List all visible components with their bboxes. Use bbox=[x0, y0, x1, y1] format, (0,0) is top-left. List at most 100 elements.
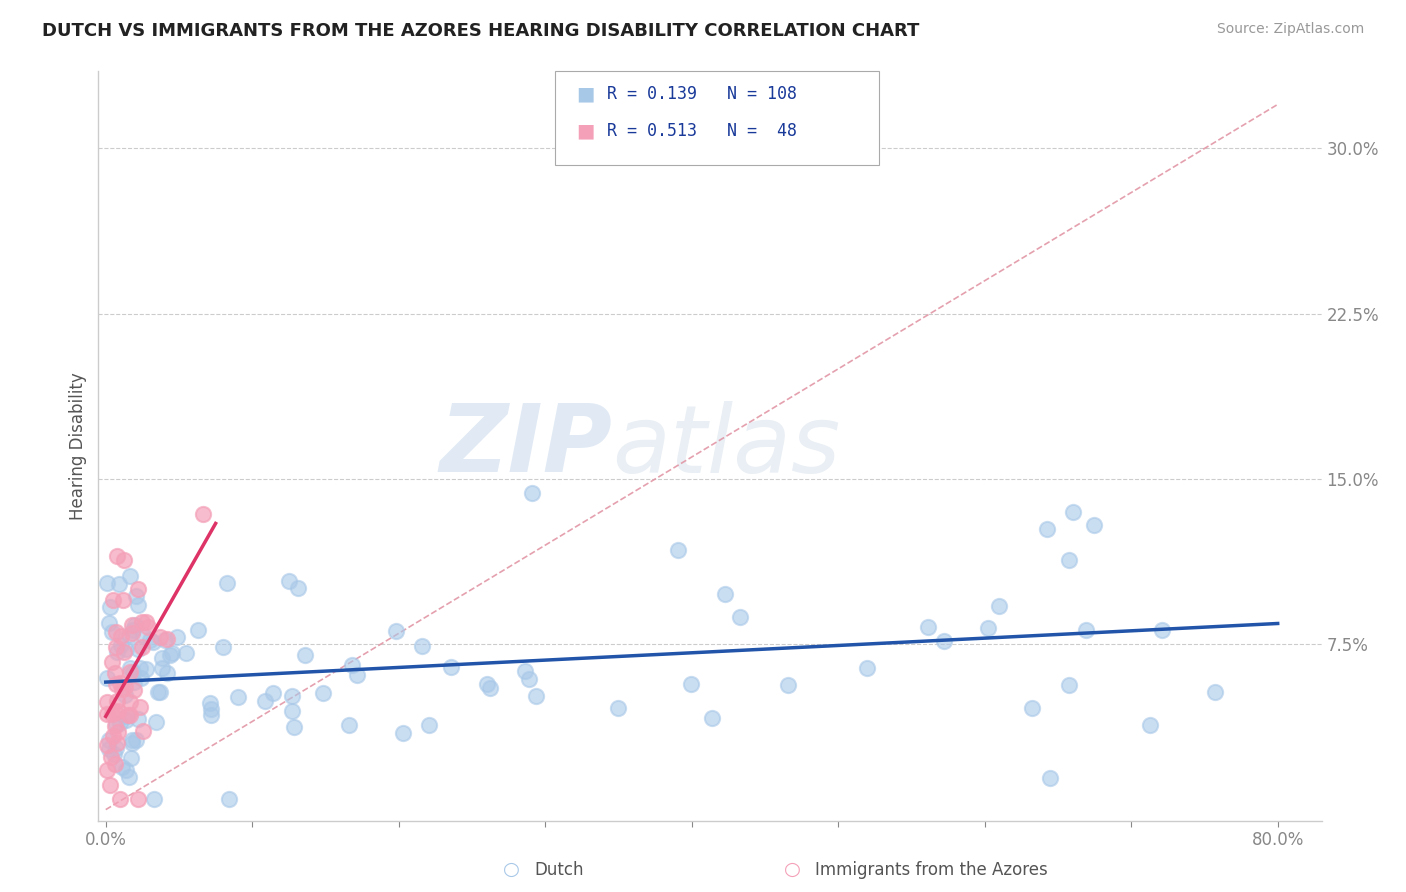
Point bbox=[121, 736, 143, 750]
Point bbox=[294, 648, 316, 662]
Point bbox=[159, 648, 181, 662]
Point bbox=[120, 665, 142, 679]
Text: Immigrants from the Azores: Immigrants from the Azores bbox=[815, 861, 1049, 879]
Point bbox=[1139, 718, 1161, 732]
Point bbox=[166, 630, 188, 644]
Point bbox=[112, 553, 135, 567]
Point bbox=[108, 577, 131, 591]
Y-axis label: Hearing Disability: Hearing Disability bbox=[69, 372, 87, 520]
Point bbox=[1062, 505, 1084, 519]
Point bbox=[145, 714, 167, 729]
Point bbox=[1059, 678, 1081, 692]
Point bbox=[125, 733, 148, 747]
Point bbox=[522, 486, 544, 500]
Point bbox=[127, 582, 149, 596]
Text: DUTCH VS IMMIGRANTS FROM THE AZORES HEARING DISABILITY CORRELATION CHART: DUTCH VS IMMIGRANTS FROM THE AZORES HEAR… bbox=[42, 22, 920, 40]
Point bbox=[110, 638, 132, 652]
Point bbox=[125, 589, 148, 603]
Point bbox=[1204, 685, 1226, 699]
Point bbox=[283, 720, 305, 734]
Point bbox=[513, 664, 536, 678]
Point bbox=[118, 770, 141, 784]
Point bbox=[700, 711, 723, 725]
Point bbox=[346, 667, 368, 681]
Point bbox=[156, 666, 179, 681]
Text: ZIP: ZIP bbox=[439, 400, 612, 492]
Point bbox=[121, 626, 143, 640]
Point bbox=[200, 708, 222, 723]
Point bbox=[218, 791, 240, 805]
Point bbox=[118, 628, 141, 642]
Point bbox=[440, 659, 463, 673]
Point bbox=[287, 581, 309, 595]
Point bbox=[107, 724, 129, 739]
Point bbox=[112, 593, 135, 607]
Point bbox=[856, 661, 879, 675]
Point bbox=[150, 661, 173, 675]
Point bbox=[129, 700, 152, 714]
Point bbox=[96, 695, 118, 709]
Point bbox=[103, 666, 125, 681]
Point bbox=[281, 690, 304, 704]
Text: ■: ■ bbox=[576, 84, 595, 103]
Point bbox=[136, 620, 159, 634]
Point bbox=[517, 673, 540, 687]
Point bbox=[149, 685, 172, 699]
Point bbox=[212, 640, 235, 654]
Point bbox=[122, 683, 145, 698]
Point bbox=[174, 646, 197, 660]
Point bbox=[103, 747, 125, 761]
Point bbox=[150, 650, 173, 665]
Point bbox=[121, 618, 143, 632]
Point bbox=[96, 738, 118, 752]
Point bbox=[111, 760, 134, 774]
Point bbox=[156, 632, 179, 646]
Point bbox=[776, 678, 799, 692]
Point bbox=[193, 507, 215, 521]
Point bbox=[98, 615, 121, 630]
Point bbox=[115, 763, 138, 777]
Point bbox=[120, 751, 142, 765]
Point bbox=[131, 640, 153, 655]
Point bbox=[105, 640, 128, 654]
Point bbox=[121, 624, 143, 638]
Point bbox=[411, 640, 433, 654]
Point bbox=[127, 599, 149, 613]
Point bbox=[226, 690, 249, 705]
Point bbox=[187, 624, 209, 638]
Point bbox=[934, 634, 956, 648]
Point bbox=[101, 706, 124, 721]
Point bbox=[385, 624, 408, 638]
Point bbox=[127, 712, 149, 726]
Point bbox=[105, 694, 128, 708]
Point bbox=[96, 671, 118, 685]
Point bbox=[977, 621, 1000, 635]
Point bbox=[104, 676, 127, 690]
Point bbox=[1083, 517, 1105, 532]
Point bbox=[105, 645, 128, 659]
Point bbox=[101, 624, 124, 639]
Text: Source: ZipAtlas.com: Source: ZipAtlas.com bbox=[1216, 22, 1364, 37]
Text: ○: ○ bbox=[785, 860, 801, 880]
Point bbox=[131, 615, 153, 630]
Point bbox=[114, 680, 136, 694]
Point bbox=[114, 713, 136, 727]
Point bbox=[131, 723, 153, 738]
Point bbox=[104, 705, 127, 719]
Point bbox=[340, 657, 363, 672]
Point bbox=[107, 704, 129, 718]
Point bbox=[162, 646, 184, 660]
Point bbox=[139, 632, 162, 647]
Point bbox=[104, 719, 127, 733]
Point bbox=[118, 695, 141, 709]
Point bbox=[110, 630, 132, 644]
Point bbox=[108, 715, 131, 730]
Point bbox=[987, 599, 1010, 614]
Point bbox=[262, 686, 284, 700]
Point bbox=[1036, 522, 1059, 536]
Point bbox=[607, 701, 630, 715]
Point bbox=[97, 733, 120, 747]
Text: atlas: atlas bbox=[612, 401, 841, 491]
Point bbox=[118, 661, 141, 675]
Text: R = 0.513   N =  48: R = 0.513 N = 48 bbox=[607, 122, 797, 140]
